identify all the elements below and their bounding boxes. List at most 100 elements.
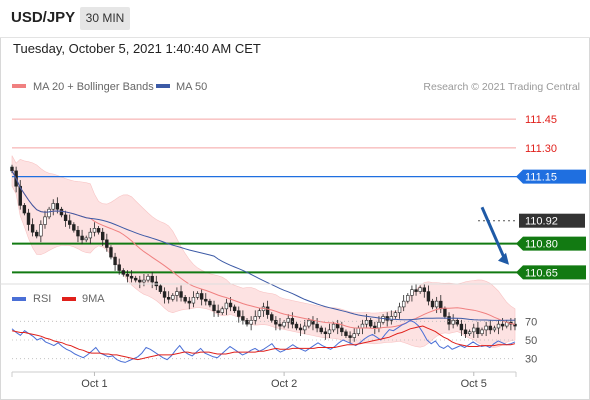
candle-body xyxy=(162,291,167,298)
candle-body xyxy=(422,287,426,292)
candle-body xyxy=(101,231,105,241)
candle-body xyxy=(72,224,76,231)
candle-body xyxy=(319,327,323,333)
candle-body xyxy=(368,320,373,327)
rsi-tick-label: 50 xyxy=(525,335,537,347)
ma20-line xyxy=(11,170,516,330)
candle-body xyxy=(360,323,365,329)
candle-body xyxy=(10,166,14,172)
candle-body xyxy=(352,333,356,338)
candle-body xyxy=(274,320,278,325)
candle-body xyxy=(51,203,55,210)
candle-body xyxy=(179,291,183,298)
x-tick-label: Oct 5 xyxy=(461,378,487,390)
candle-body xyxy=(356,327,361,335)
candle-body xyxy=(26,212,31,225)
candle-body xyxy=(451,320,455,325)
candle-body xyxy=(241,316,245,321)
candle-body xyxy=(68,220,72,225)
timeframe-badge[interactable]: 30 MIN xyxy=(80,7,130,30)
datetime-label: Tuesday, October 5, 2021 1:40:40 AM CET xyxy=(13,41,261,56)
candle-body xyxy=(414,289,418,292)
last-price-tag xyxy=(519,213,585,228)
candle-body xyxy=(43,216,47,225)
candle-body xyxy=(30,224,35,233)
candle-body xyxy=(500,323,505,327)
candle-body xyxy=(364,320,369,325)
candle-body xyxy=(84,237,88,241)
candle-body xyxy=(175,291,179,296)
candle-body xyxy=(463,329,468,335)
candle-body xyxy=(459,323,464,331)
x-tick-label: Oct 2 xyxy=(271,378,297,390)
candle-body xyxy=(109,247,113,258)
last-price-label: 110.92 xyxy=(525,216,558,228)
candle-body xyxy=(439,300,443,310)
candle-body xyxy=(406,295,410,302)
candle-body xyxy=(467,331,472,335)
pivot-tag xyxy=(516,169,586,184)
forecast-arrow-shaft xyxy=(480,206,507,261)
candle-body xyxy=(426,291,431,302)
candle-body xyxy=(455,320,459,325)
candle-body xyxy=(245,320,249,325)
candle-body xyxy=(496,323,501,329)
support-label: 110.80 xyxy=(525,239,558,251)
x-tick-label: Oct 1 xyxy=(81,378,107,390)
candle-body xyxy=(55,203,60,210)
legend-9ma-swatch xyxy=(62,297,76,301)
candle-body xyxy=(298,327,303,331)
candle-body xyxy=(220,308,224,313)
candle-body xyxy=(133,277,138,281)
candle-body xyxy=(323,331,328,335)
legend-ma20-label: MA 20 + Bollinger Bands xyxy=(33,81,154,93)
candle-body xyxy=(76,229,80,237)
candle-body xyxy=(348,335,352,338)
candle-body xyxy=(121,270,126,275)
candle-body xyxy=(331,323,336,331)
candle-body xyxy=(488,325,492,331)
candle-body xyxy=(39,224,43,237)
candle-body xyxy=(492,327,497,331)
candle-body xyxy=(278,323,282,327)
candle-body xyxy=(228,302,233,308)
candle-body xyxy=(237,310,241,317)
candle-body xyxy=(336,323,340,329)
candle-body xyxy=(224,302,229,310)
support-tag xyxy=(516,236,586,251)
candle-body xyxy=(191,297,196,304)
candle-body xyxy=(59,208,64,216)
candle-body xyxy=(327,329,332,335)
candle-body xyxy=(117,264,121,271)
legend-ma50-label: MA 50 xyxy=(176,81,207,93)
candle-body xyxy=(138,279,142,283)
candle-body xyxy=(232,306,237,312)
candle-body xyxy=(286,318,290,323)
candle-body xyxy=(282,321,286,327)
header-bar: USD/JPY 30 MIN xyxy=(0,0,590,38)
candle-body xyxy=(22,205,27,214)
candle-body xyxy=(187,300,191,304)
ma50-line xyxy=(11,170,516,321)
candle-body xyxy=(443,308,447,317)
candle-body xyxy=(303,325,307,331)
candle-body xyxy=(35,231,39,237)
candle-body xyxy=(373,325,377,329)
resistance-label: 111.45 xyxy=(525,114,557,126)
candle-body xyxy=(158,285,163,292)
legend-ma20-swatch xyxy=(12,84,26,88)
candle-body xyxy=(47,208,51,218)
candle-body xyxy=(294,323,299,329)
bollinger-band xyxy=(11,155,516,348)
candle-body xyxy=(212,304,216,312)
candle-body xyxy=(377,321,381,329)
candle-body xyxy=(216,310,220,313)
rsi-line xyxy=(11,319,516,363)
rsi-9ma-line xyxy=(11,325,516,361)
candle-body xyxy=(265,306,270,315)
candle-body xyxy=(410,289,414,296)
candle-body xyxy=(146,275,150,281)
candle-body xyxy=(389,316,394,321)
candle-body xyxy=(183,297,187,302)
